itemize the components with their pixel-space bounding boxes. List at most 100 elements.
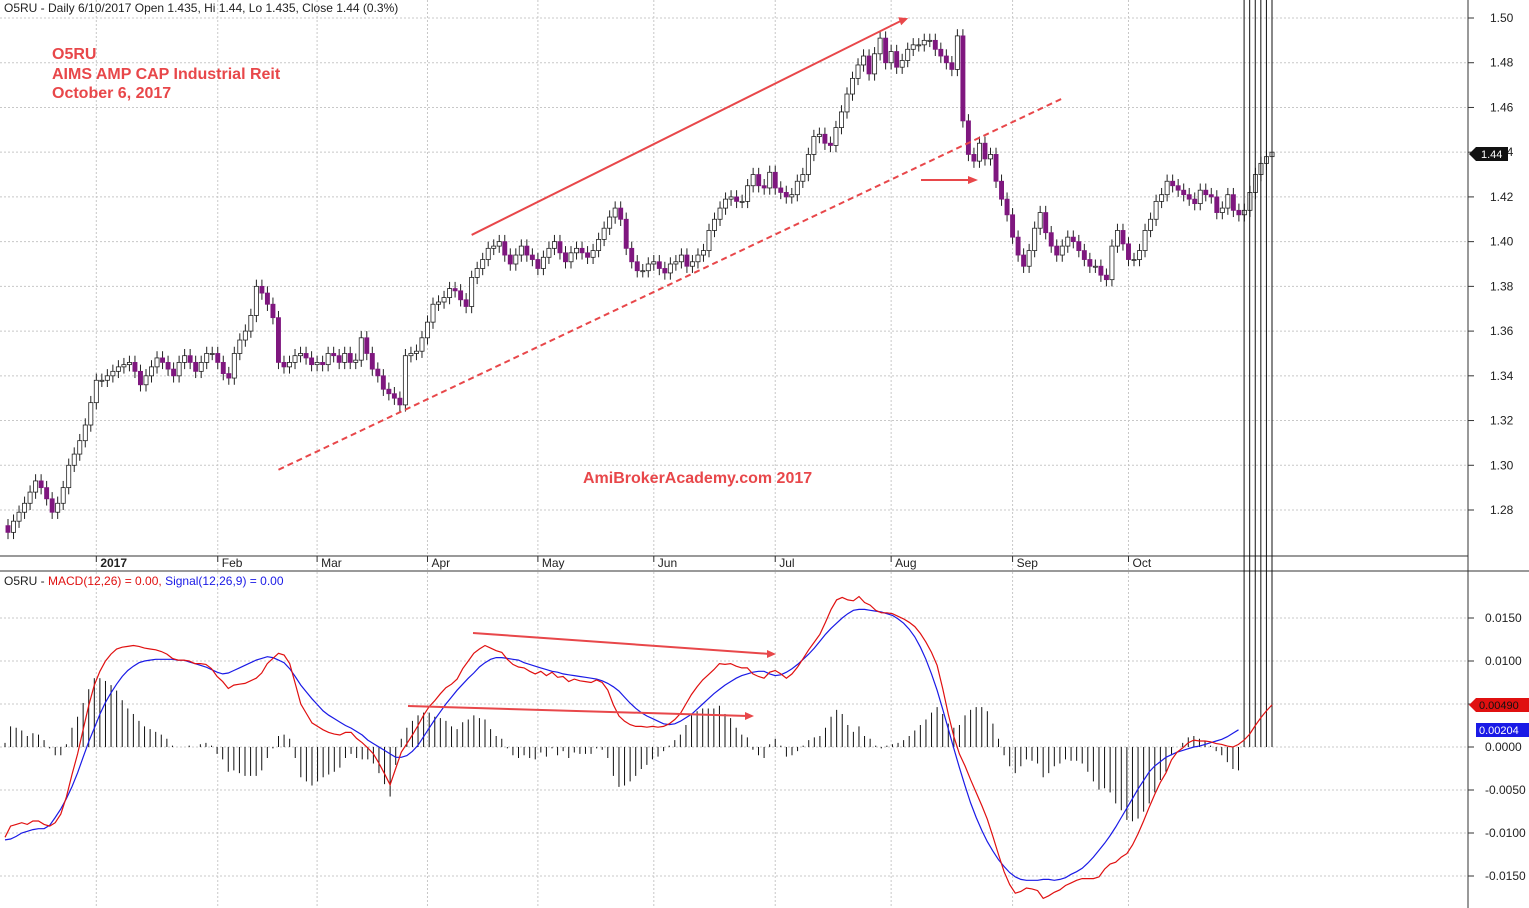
candle-body <box>557 241 563 254</box>
candle-body <box>287 361 292 368</box>
candle <box>44 480 50 506</box>
candle <box>794 174 800 202</box>
candle-body <box>822 133 828 144</box>
candle <box>1137 243 1142 267</box>
candle-body <box>182 355 188 363</box>
candle <box>601 221 607 247</box>
candle <box>656 255 662 276</box>
candle <box>231 346 237 385</box>
candle-body <box>314 361 320 366</box>
candle-body <box>1043 212 1049 234</box>
price-tick-label: 1.48 <box>1490 56 1514 70</box>
candle <box>292 348 298 370</box>
candle-body <box>281 361 287 368</box>
candle <box>546 241 552 264</box>
candle-body <box>71 453 77 466</box>
candle <box>182 348 188 370</box>
candle <box>160 351 166 370</box>
candle <box>579 241 585 260</box>
candle-body <box>419 337 425 352</box>
candle <box>1004 192 1010 222</box>
candle-body <box>850 77 855 95</box>
price-tick-label: 1.42 <box>1490 190 1514 204</box>
candle <box>358 331 364 367</box>
candle <box>1109 239 1115 287</box>
candle-body <box>16 511 22 522</box>
macd-tick-label: -0.0150 <box>1485 869 1526 883</box>
candle-body <box>634 261 640 272</box>
candle-body <box>772 171 778 189</box>
candle-body <box>618 207 624 220</box>
candle-body <box>408 353 414 357</box>
candle-body <box>1142 230 1148 251</box>
candle <box>259 279 265 300</box>
candle <box>502 234 508 262</box>
candle-body <box>347 353 353 363</box>
candle-body <box>938 48 944 57</box>
candle-body <box>425 321 430 339</box>
candle-body <box>1120 230 1126 245</box>
candle <box>1010 208 1016 244</box>
candle-body <box>750 174 756 187</box>
candle-body <box>596 238 602 251</box>
candle <box>220 355 226 381</box>
candle <box>1021 248 1027 273</box>
candle <box>248 308 254 338</box>
candle-body <box>1087 259 1093 267</box>
date-tick-label: Aug <box>895 556 916 570</box>
price-tick-label: 1.46 <box>1490 100 1514 114</box>
candle <box>689 255 695 273</box>
candle <box>171 362 177 383</box>
candle <box>701 243 706 262</box>
candle <box>518 239 524 262</box>
candle <box>193 355 199 379</box>
candle <box>276 310 281 370</box>
candle-body <box>689 261 695 267</box>
candle <box>612 201 618 224</box>
candle <box>507 248 513 271</box>
candle <box>430 297 436 329</box>
candle-body <box>1059 245 1065 256</box>
candle-body <box>22 502 28 513</box>
candle <box>1043 205 1049 240</box>
candle-body <box>259 285 265 294</box>
candle <box>287 355 292 374</box>
candle-body <box>463 299 469 307</box>
candle <box>397 391 403 412</box>
candle <box>645 257 651 278</box>
candle <box>816 127 822 144</box>
candle-body <box>231 353 237 379</box>
candle-body <box>1159 194 1165 202</box>
candle <box>761 179 767 195</box>
candle <box>535 252 541 276</box>
candle-body <box>1164 180 1170 196</box>
candle-body <box>77 440 83 455</box>
candle-body <box>651 261 657 265</box>
candle-body <box>789 194 795 198</box>
candle <box>1181 183 1187 202</box>
candle <box>551 234 557 256</box>
candle <box>811 129 817 162</box>
candle-body <box>491 245 497 249</box>
candle-body <box>474 268 480 278</box>
candle <box>778 181 784 200</box>
candle-body <box>745 185 751 202</box>
candle-body <box>209 353 215 355</box>
candle <box>772 165 778 195</box>
candle-body <box>568 252 574 263</box>
candle-body <box>513 254 519 265</box>
candle <box>938 42 944 63</box>
annotation-ticker: O5RU <box>52 46 96 63</box>
candle-body <box>629 247 635 263</box>
candle-body <box>1214 196 1220 213</box>
candle-body <box>1081 250 1087 260</box>
candle <box>143 369 149 392</box>
candle-body <box>800 174 806 182</box>
macd-value-badge: 0.00490 <box>1469 698 1529 712</box>
candle-body <box>11 520 16 533</box>
candle <box>927 33 933 48</box>
candle <box>623 212 629 256</box>
candle-body <box>932 39 938 50</box>
